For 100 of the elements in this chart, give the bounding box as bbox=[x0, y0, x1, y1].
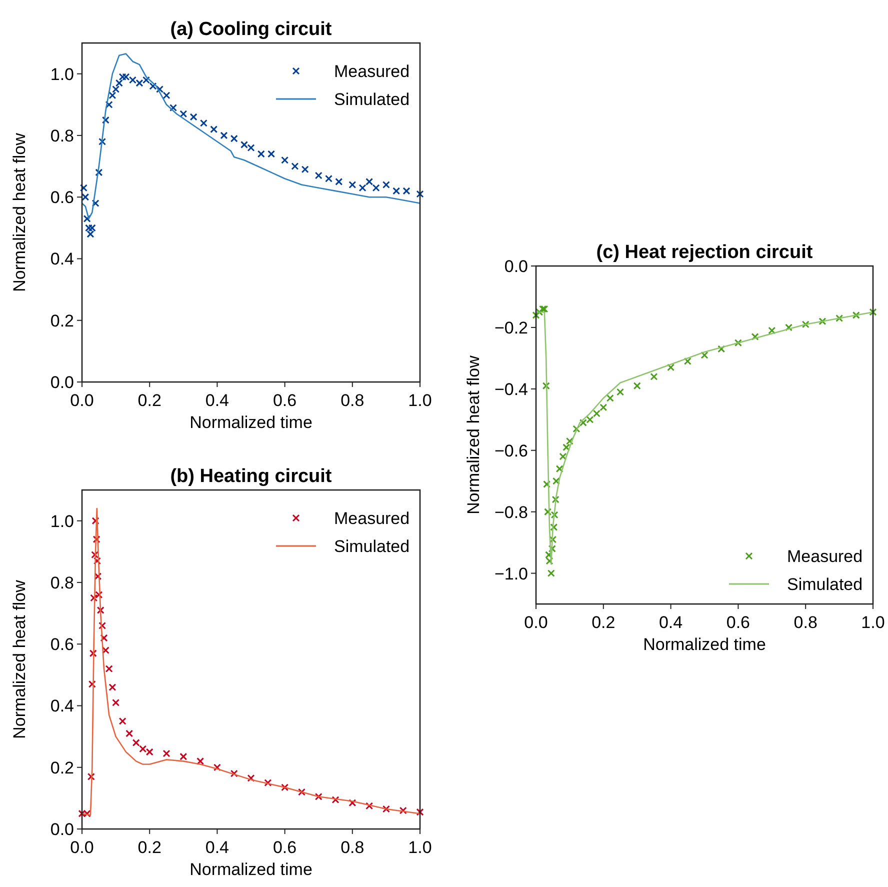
line-series bbox=[81, 508, 421, 816]
point bbox=[785, 324, 792, 332]
x-tick-label: 0.0 bbox=[70, 838, 94, 857]
y-axis-title: Normalized heat flow bbox=[10, 132, 29, 292]
point bbox=[869, 308, 877, 316]
x-tick-label: 0.2 bbox=[138, 838, 162, 857]
point bbox=[92, 517, 100, 525]
point bbox=[547, 570, 555, 578]
point bbox=[372, 184, 380, 192]
point bbox=[126, 730, 134, 738]
x-tick-label: 0.6 bbox=[272, 391, 297, 410]
y-tick-label: 1.0 bbox=[50, 64, 74, 84]
y-tick-label: 0.4 bbox=[50, 250, 74, 269]
point bbox=[543, 480, 551, 488]
point bbox=[392, 187, 400, 195]
point bbox=[86, 230, 94, 238]
point bbox=[606, 394, 614, 402]
point bbox=[92, 200, 100, 208]
x-tick-label: 0.4 bbox=[658, 613, 683, 632]
point bbox=[268, 150, 276, 158]
point bbox=[132, 738, 140, 746]
y-tick-label: −0.6 bbox=[494, 441, 528, 460]
x-tick-label: 0.0 bbox=[70, 391, 94, 410]
point bbox=[532, 311, 540, 319]
point bbox=[718, 345, 726, 353]
x-axis-title: Normalized time bbox=[190, 860, 312, 879]
y-tick-label: −0.4 bbox=[494, 380, 528, 399]
point bbox=[98, 622, 106, 630]
point bbox=[92, 536, 100, 544]
point bbox=[281, 156, 289, 164]
point bbox=[298, 788, 306, 796]
y-tick-label: 0.0 bbox=[504, 257, 528, 276]
point bbox=[213, 764, 221, 772]
point bbox=[83, 214, 91, 222]
y-tick-label: −1.0 bbox=[494, 564, 528, 584]
point bbox=[118, 73, 126, 81]
x-tick-label: 0.8 bbox=[794, 613, 818, 632]
point bbox=[552, 477, 560, 485]
y-tick-label: −0.8 bbox=[494, 502, 528, 522]
point bbox=[89, 650, 97, 658]
y-tick-label: 0.6 bbox=[50, 635, 74, 654]
point bbox=[102, 646, 110, 654]
x-axis-title: Normalized time bbox=[190, 413, 312, 432]
point bbox=[314, 172, 322, 180]
point bbox=[82, 193, 90, 201]
chart-title: (c) Heat rejection circuit bbox=[596, 242, 814, 263]
line-series bbox=[81, 53, 421, 220]
point bbox=[335, 178, 343, 186]
point bbox=[559, 452, 567, 460]
legend-label: Measured bbox=[334, 509, 410, 528]
point bbox=[98, 138, 106, 146]
point bbox=[556, 465, 564, 473]
point bbox=[818, 318, 826, 326]
point bbox=[85, 224, 93, 232]
point bbox=[118, 717, 126, 725]
point bbox=[291, 162, 299, 170]
point bbox=[230, 770, 238, 778]
point bbox=[734, 339, 742, 347]
point bbox=[548, 544, 556, 552]
point bbox=[549, 536, 557, 544]
point bbox=[80, 184, 88, 192]
point bbox=[94, 572, 102, 580]
x-tick-label: 0.6 bbox=[272, 838, 297, 857]
point bbox=[112, 85, 120, 93]
point bbox=[751, 332, 759, 340]
point bbox=[281, 784, 289, 792]
legend-label: Simulated bbox=[334, 90, 410, 109]
x-tick-label: 0.6 bbox=[726, 613, 750, 632]
point bbox=[550, 523, 558, 531]
point bbox=[170, 104, 178, 112]
point bbox=[180, 752, 188, 760]
point bbox=[332, 796, 340, 804]
point bbox=[112, 698, 120, 706]
point bbox=[96, 606, 104, 614]
point bbox=[100, 634, 108, 642]
point bbox=[257, 150, 265, 158]
x-tick-label: 1.0 bbox=[861, 613, 885, 632]
point bbox=[572, 425, 580, 433]
point bbox=[108, 683, 116, 691]
y-tick-label: 0.2 bbox=[50, 758, 74, 778]
legend-label: Measured bbox=[787, 547, 863, 566]
point bbox=[105, 664, 113, 672]
point bbox=[115, 79, 123, 87]
y-tick-label: 0.6 bbox=[50, 188, 74, 208]
y-tick-label: 0.0 bbox=[50, 373, 74, 392]
x-tick-label: 0.8 bbox=[340, 838, 364, 857]
legend-label: Simulated bbox=[334, 537, 410, 556]
point bbox=[324, 174, 332, 182]
point bbox=[366, 802, 374, 810]
point bbox=[650, 372, 658, 380]
point bbox=[538, 305, 546, 313]
y-axis-title: Normalized heat flow bbox=[464, 354, 483, 514]
point bbox=[102, 116, 110, 124]
point bbox=[416, 190, 424, 198]
point bbox=[566, 437, 574, 445]
point bbox=[220, 132, 228, 140]
point bbox=[264, 779, 272, 787]
point bbox=[210, 126, 218, 134]
point bbox=[162, 92, 170, 100]
x-axis-title: Normalized time bbox=[643, 635, 766, 654]
